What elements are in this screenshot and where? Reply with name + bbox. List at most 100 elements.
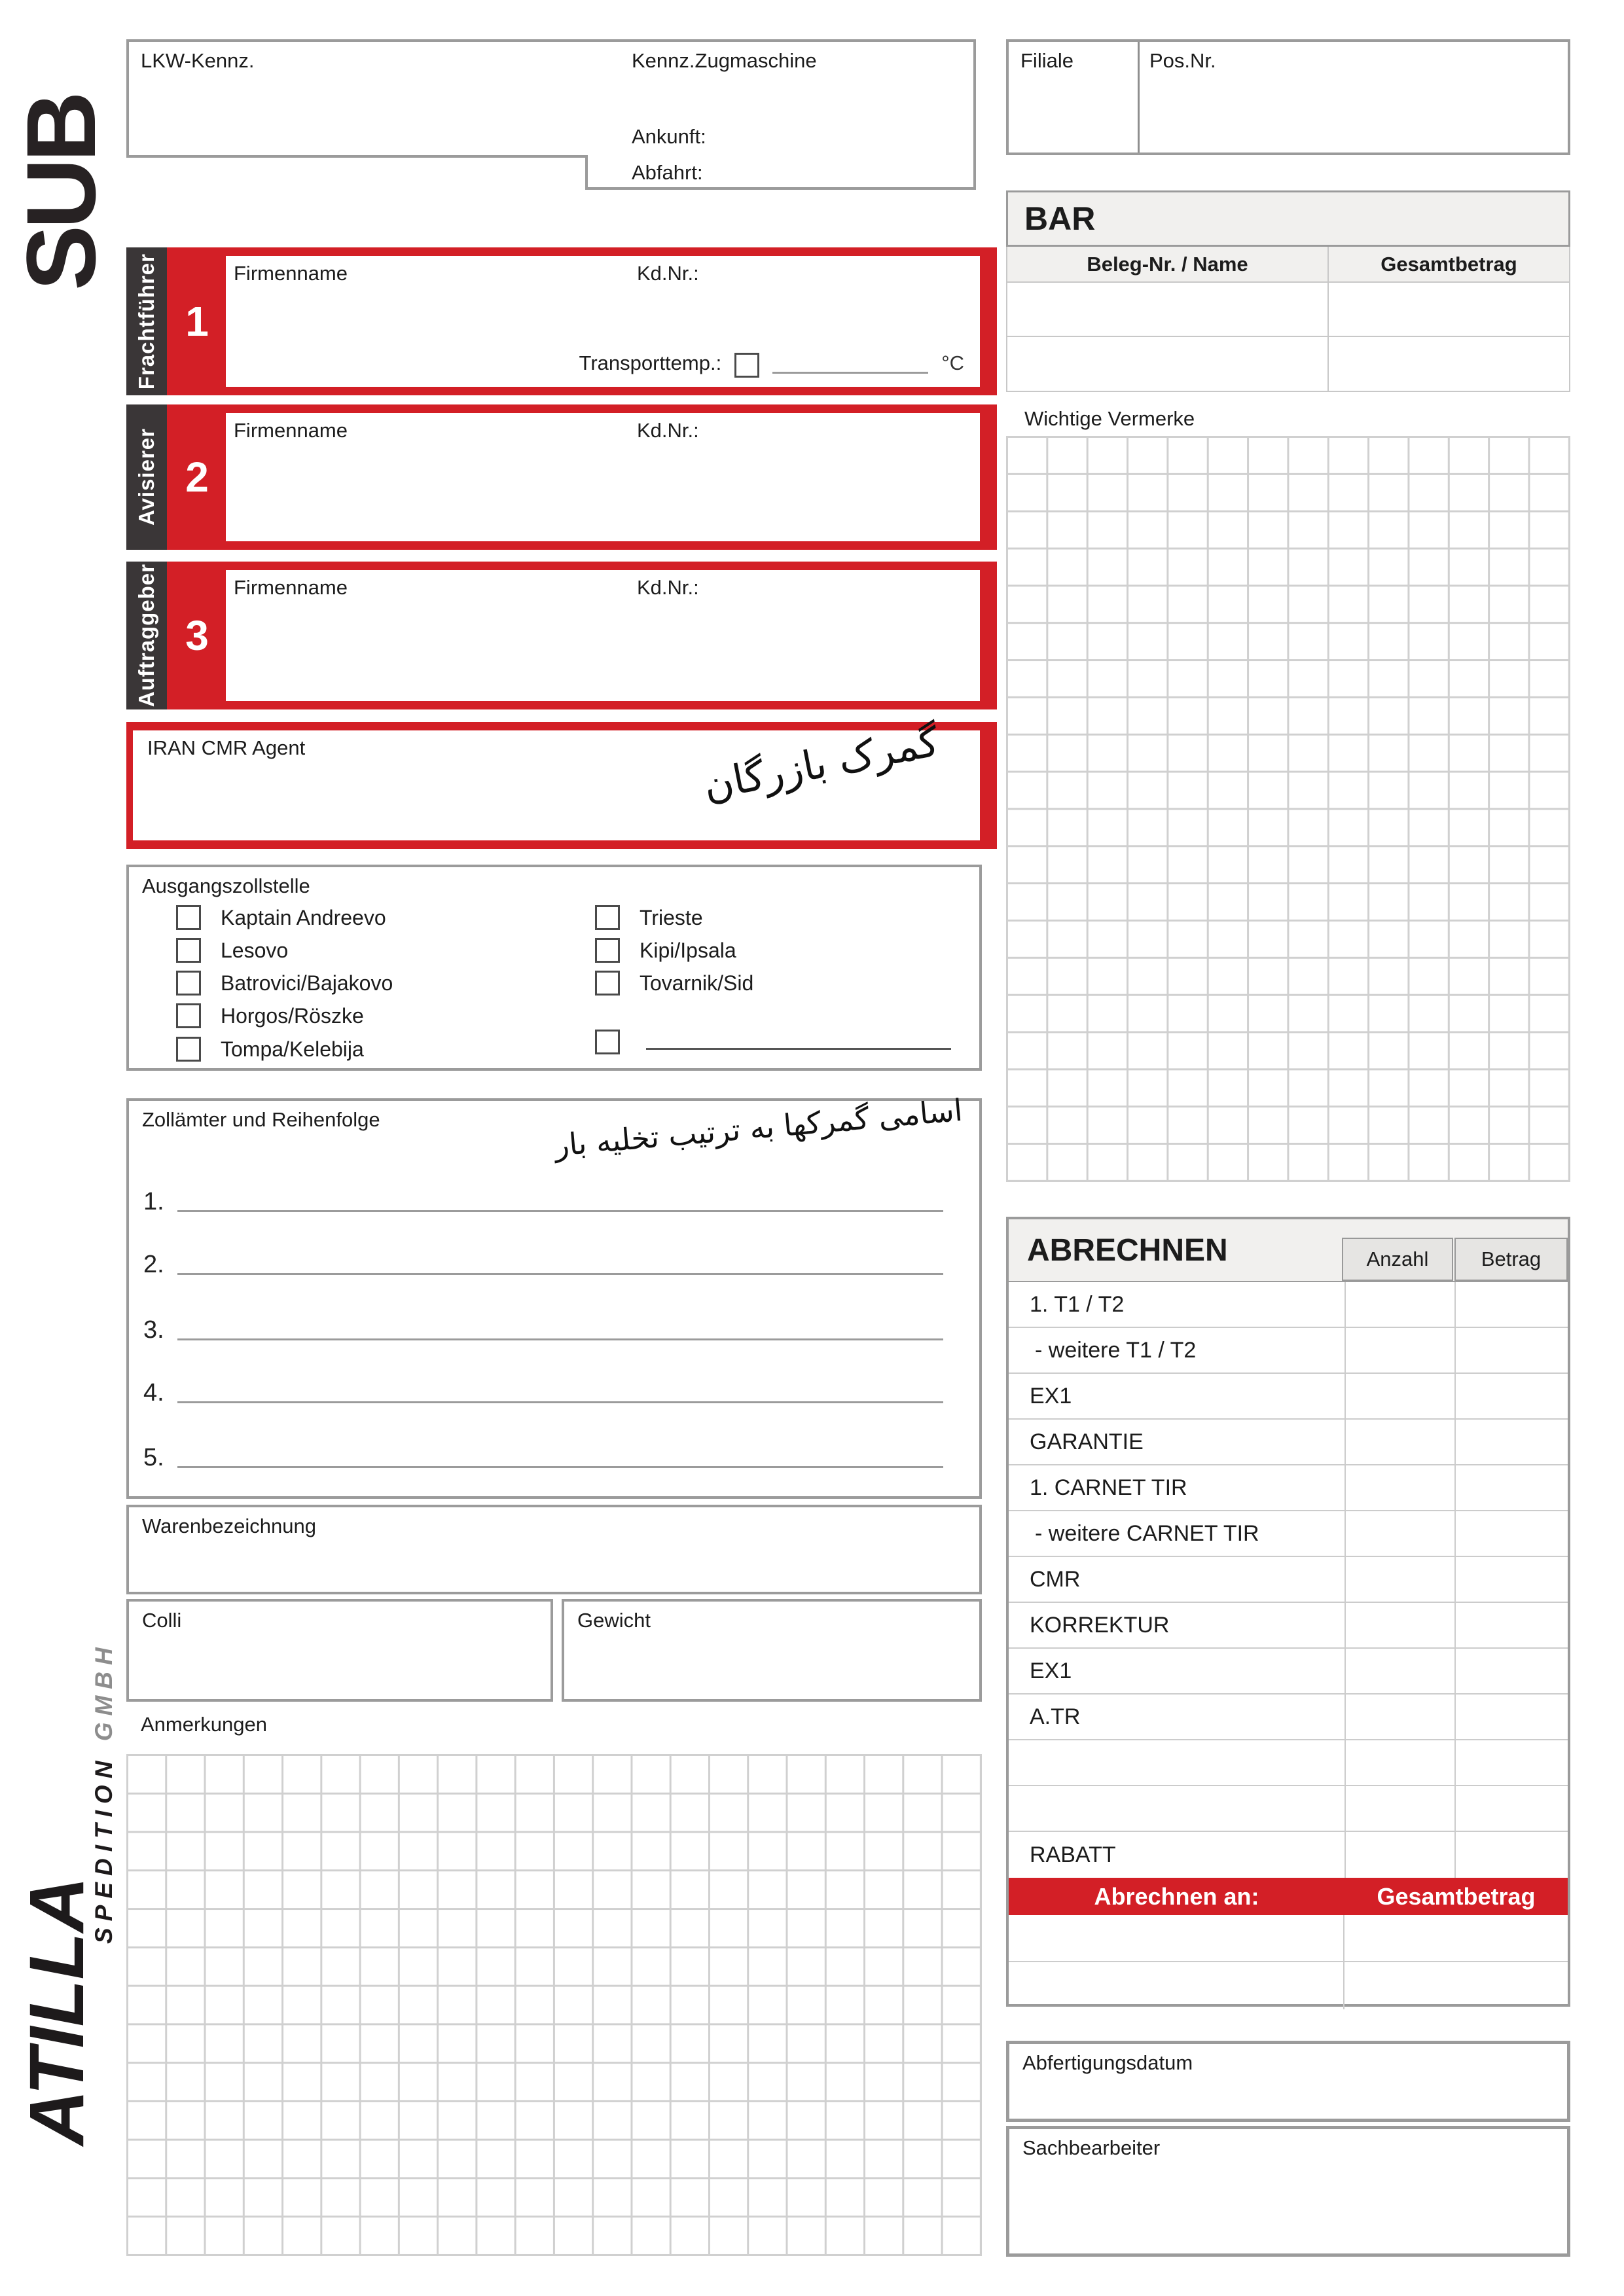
kaptain-andreevo-checkbox[interactable] [176,905,201,930]
abrechnen-row-label: EX1 [1030,1658,1072,1683]
betrag-cell[interactable] [1456,1282,1568,1327]
anzahl-cell[interactable] [1344,1374,1456,1418]
zollamt-line: 1. [143,1185,943,1216]
abrechnen-an-cell[interactable] [1009,1962,1344,2009]
bar-name-cell[interactable] [1007,283,1329,336]
zollamt-line: 3. [143,1313,943,1344]
abrechnen-row: 1. T1 / T2 [1009,1282,1568,1328]
sachbearbeiter-box[interactable]: Sachbearbeiter [1006,2126,1570,2257]
warenbezeichnung-label: Warenbezeichnung [142,1515,316,1537]
truck-box-step[interactable] [585,155,976,190]
kipi-ipsala-checkbox[interactable] [595,938,620,963]
gewicht-box[interactable]: Gewicht [562,1599,982,1702]
bar-name-cell[interactable] [1007,337,1329,391]
zollstelle-option: Horgos/Röszke [176,1003,364,1028]
horgos-roeszke-checkbox[interactable] [176,1003,201,1028]
lesovo-checkbox[interactable] [176,938,201,963]
section-avisierer: Avisierer 2 Firmenname Kd.Nr.: [126,404,997,550]
betrag-cell[interactable] [1456,1557,1568,1602]
frachtfuehrer-label: Frachtführer [134,253,158,390]
betrag-cell[interactable] [1456,1786,1568,1831]
zollamt-line: 4. [143,1376,943,1407]
abrechnen-row: KORREKTUR [1009,1603,1568,1649]
avisierer-fields[interactable]: Firmenname Kd.Nr.: [226,413,980,541]
zollamt-line-number: 4. [143,1379,164,1407]
anzahl-cell[interactable] [1344,1557,1456,1602]
transporttemp-line[interactable] [772,372,929,374]
auftraggeber-fields[interactable]: Firmenname Kd.Nr.: [226,570,980,701]
warenbezeichnung-box[interactable]: Warenbezeichnung [126,1505,982,1594]
zollamt-line-field[interactable] [177,1210,943,1212]
trieste-checkbox[interactable] [595,905,620,930]
anzahl-cell[interactable] [1344,1832,1456,1878]
anzahl-cell[interactable] [1344,1328,1456,1372]
option-label: Trieste [640,905,703,929]
betrag-cell[interactable] [1456,1374,1568,1418]
anzahl-cell[interactable] [1344,1420,1456,1464]
betrag-cell[interactable] [1456,1511,1568,1556]
zollamt-line-number: 2. [143,1251,164,1278]
firmenname-label: Firmenname [234,576,348,599]
iran-cmr-agent-field[interactable]: IRAN CMR Agent گمرک بازرگان [133,717,980,840]
betrag-cell[interactable] [1456,1649,1568,1693]
anmerkungen-grid[interactable] [126,1754,982,2256]
frachtfuehrer-side-bar: Frachtführer [126,247,167,395]
zollstelle-other-option [595,1030,620,1054]
option-label: Batrovici/Bajakovo [221,971,393,995]
anzahl-cell[interactable] [1344,1603,1456,1647]
wichtige-vermerke-grid[interactable] [1006,436,1570,1182]
gmbh-text: GMBH [90,1641,117,1742]
transporttemp-checkbox[interactable] [734,353,760,378]
sub-logo: SUB [6,95,116,291]
betrag-cell[interactable] [1456,1832,1568,1878]
sachbearbeiter-label: Sachbearbeiter [1022,2136,1161,2159]
frachtfuehrer-fields[interactable]: Firmenname Kd.Nr.: Transporttemp.: °C [226,256,980,387]
betrag-cell[interactable] [1456,1465,1568,1510]
abrechnen-row-label: GARANTIE [1030,1429,1144,1454]
zollamt-line-field[interactable] [177,1273,943,1275]
abrechnen-row: - weitere CARNET TIR [1009,1511,1568,1557]
anzahl-cell[interactable] [1344,1740,1456,1785]
colli-box[interactable]: Colli [126,1599,553,1702]
bar-row [1007,283,1569,337]
tompa-kelebija-checkbox[interactable] [176,1037,201,1062]
gesamtbetrag-cell[interactable] [1344,1915,1568,1961]
option-label: Kaptain Andreevo [221,905,386,929]
zollamt-line-field[interactable] [177,1401,943,1403]
betrag-cell[interactable] [1456,1603,1568,1647]
filiale-posnr-box[interactable]: Filiale Pos.Nr. [1006,39,1570,155]
anzahl-cell[interactable] [1344,1282,1456,1327]
anzahl-cell[interactable] [1344,1649,1456,1693]
betrag-cell[interactable] [1456,1695,1568,1739]
anzahl-cell[interactable] [1344,1695,1456,1739]
abrechnen-an-cell[interactable] [1009,1915,1344,1961]
abfertigungsdatum-box[interactable]: Abfertigungsdatum [1006,2041,1570,2122]
avisierer-label: Avisierer [134,428,158,526]
betrag-cell[interactable] [1456,1740,1568,1785]
gesamtbetrag-cell[interactable] [1344,1962,1568,2009]
section-auftraggeber: Auftraggeber 3 Firmenname Kd.Nr.: [126,562,997,709]
batrovici-bajakovo-checkbox[interactable] [176,971,201,996]
section-number-2: 2 [185,454,209,501]
truck-box[interactable] [126,39,976,155]
abrechnen-row-label: 1. CARNET TIR [1030,1475,1187,1500]
abfahrt-label: Abfahrt: [632,161,703,184]
other-option-line[interactable] [646,1048,951,1050]
betrag-cell[interactable] [1456,1420,1568,1464]
tovarnik-sid-checkbox[interactable] [595,971,620,996]
zollaemter-handwriting: اسامی گمرکها به ترتیب تخلیه بار [552,1092,964,1164]
zollamt-line-field[interactable] [177,1338,943,1340]
anzahl-cell[interactable] [1344,1511,1456,1556]
kdnr-label: Kd.Nr.: [637,419,699,442]
anzahl-cell[interactable] [1344,1465,1456,1510]
gesamtbetrag-label: Gesamtbetrag [1377,1882,1536,1910]
betrag-cell[interactable] [1456,1328,1568,1372]
abrechnen-row-label: RABATT [1030,1842,1116,1867]
other-checkbox[interactable] [595,1030,620,1054]
anzahl-cell[interactable] [1344,1786,1456,1831]
zollamt-line-field[interactable] [177,1466,943,1468]
bar-amount-cell[interactable] [1329,283,1569,336]
abrechnen-row-label: CMR [1030,1566,1081,1592]
bar-amount-cell[interactable] [1329,337,1569,391]
firmenname-label: Firmenname [234,419,348,442]
